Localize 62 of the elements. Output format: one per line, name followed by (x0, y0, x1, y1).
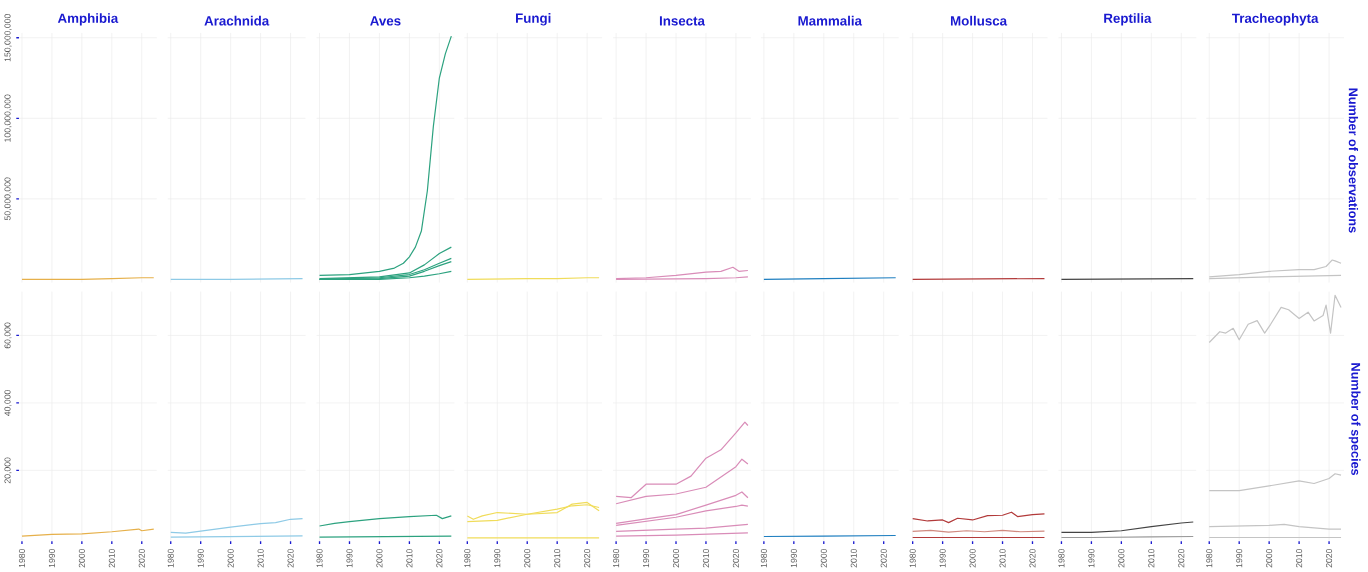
x-tick-label: 2010 (406, 548, 413, 568)
x-tick-label: 2020 (1326, 548, 1333, 568)
x-tick-label: 1990 (643, 548, 650, 568)
y-tick-label: 60,000 (4, 322, 12, 349)
x-tick-label: 1980 (1206, 548, 1213, 568)
x-tick-label: 1990 (48, 548, 55, 568)
x-tick-label: 2000 (1118, 548, 1125, 568)
x-tick-label: 2020 (880, 548, 887, 568)
x-tick-label: 1990 (1088, 548, 1095, 568)
x-tick-label: 2000 (227, 548, 234, 568)
chart-title: Arachnida (204, 15, 270, 26)
chart-title: Insecta (659, 16, 706, 26)
x-tick-label: 2010 (554, 548, 561, 568)
x-tick-label: 1980 (18, 548, 26, 568)
x-tick-label: 2010 (1296, 548, 1303, 568)
x-tick-label: 2000 (78, 548, 85, 568)
chart-title: Aves (370, 16, 401, 26)
x-tick-label: 2000 (969, 548, 976, 568)
x-tick-label: 1990 (494, 548, 501, 568)
y-tick-label: 40,000 (4, 389, 12, 416)
x-tick-label: 2020 (436, 548, 443, 568)
x-tick-label: 1980 (613, 548, 620, 568)
x-tick-label: 1990 (346, 548, 353, 568)
x-tick-label: 2010 (1148, 548, 1155, 568)
chart-title: Amphibia (57, 13, 119, 26)
chart-title: Reptilia (1104, 13, 1152, 26)
x-tick-label: 2020 (287, 548, 294, 568)
x-tick-label: 1990 (1236, 548, 1243, 568)
x-tick-label: 2010 (702, 548, 710, 568)
x-tick-label: 1990 (939, 548, 946, 568)
y-axis-title: Number of species (1348, 363, 1361, 475)
x-tick-label: 1990 (790, 548, 797, 568)
x-tick-label: 2010 (999, 548, 1006, 568)
y-tick-label: 50,000,000 (4, 177, 12, 221)
x-tick-label: 1980 (316, 548, 323, 568)
x-tick-label: 2000 (1266, 548, 1273, 568)
x-tick-label: 1980 (909, 548, 916, 568)
x-tick-label: 1980 (167, 548, 174, 568)
y-axis-title: Number of observations (1348, 88, 1359, 233)
x-tick-label: 1980 (464, 548, 471, 568)
x-tick-label: 2010 (850, 548, 857, 568)
y-tick-label: 20,000 (4, 457, 12, 484)
y-tick-label: 100,000,000 (4, 94, 12, 142)
x-tick-label: 1980 (760, 548, 767, 568)
chart-title: Mollusca (950, 15, 1008, 26)
x-tick-label: 2000 (376, 548, 383, 568)
x-tick-label: 2020 (584, 548, 591, 568)
x-tick-label: 2010 (108, 548, 115, 568)
chart-title: Tracheophyta (1232, 13, 1319, 26)
chart-title: Mammalia (798, 15, 863, 26)
x-tick-label: 1980 (1058, 548, 1065, 568)
x-tick-label: 1990 (197, 548, 204, 568)
x-tick-label: 2000 (524, 548, 531, 568)
x-tick-label: 2000 (672, 548, 680, 568)
chart-title: Fungi (516, 12, 551, 26)
x-tick-label: 2020 (732, 548, 739, 568)
x-tick-label: 2020 (1178, 548, 1185, 568)
x-tick-label: 2020 (138, 548, 145, 568)
x-tick-label: 2020 (1029, 548, 1036, 568)
x-tick-label: 2000 (820, 548, 827, 568)
x-tick-label: 2010 (257, 548, 264, 568)
y-tick-label: 150,000,000 (4, 13, 12, 62)
